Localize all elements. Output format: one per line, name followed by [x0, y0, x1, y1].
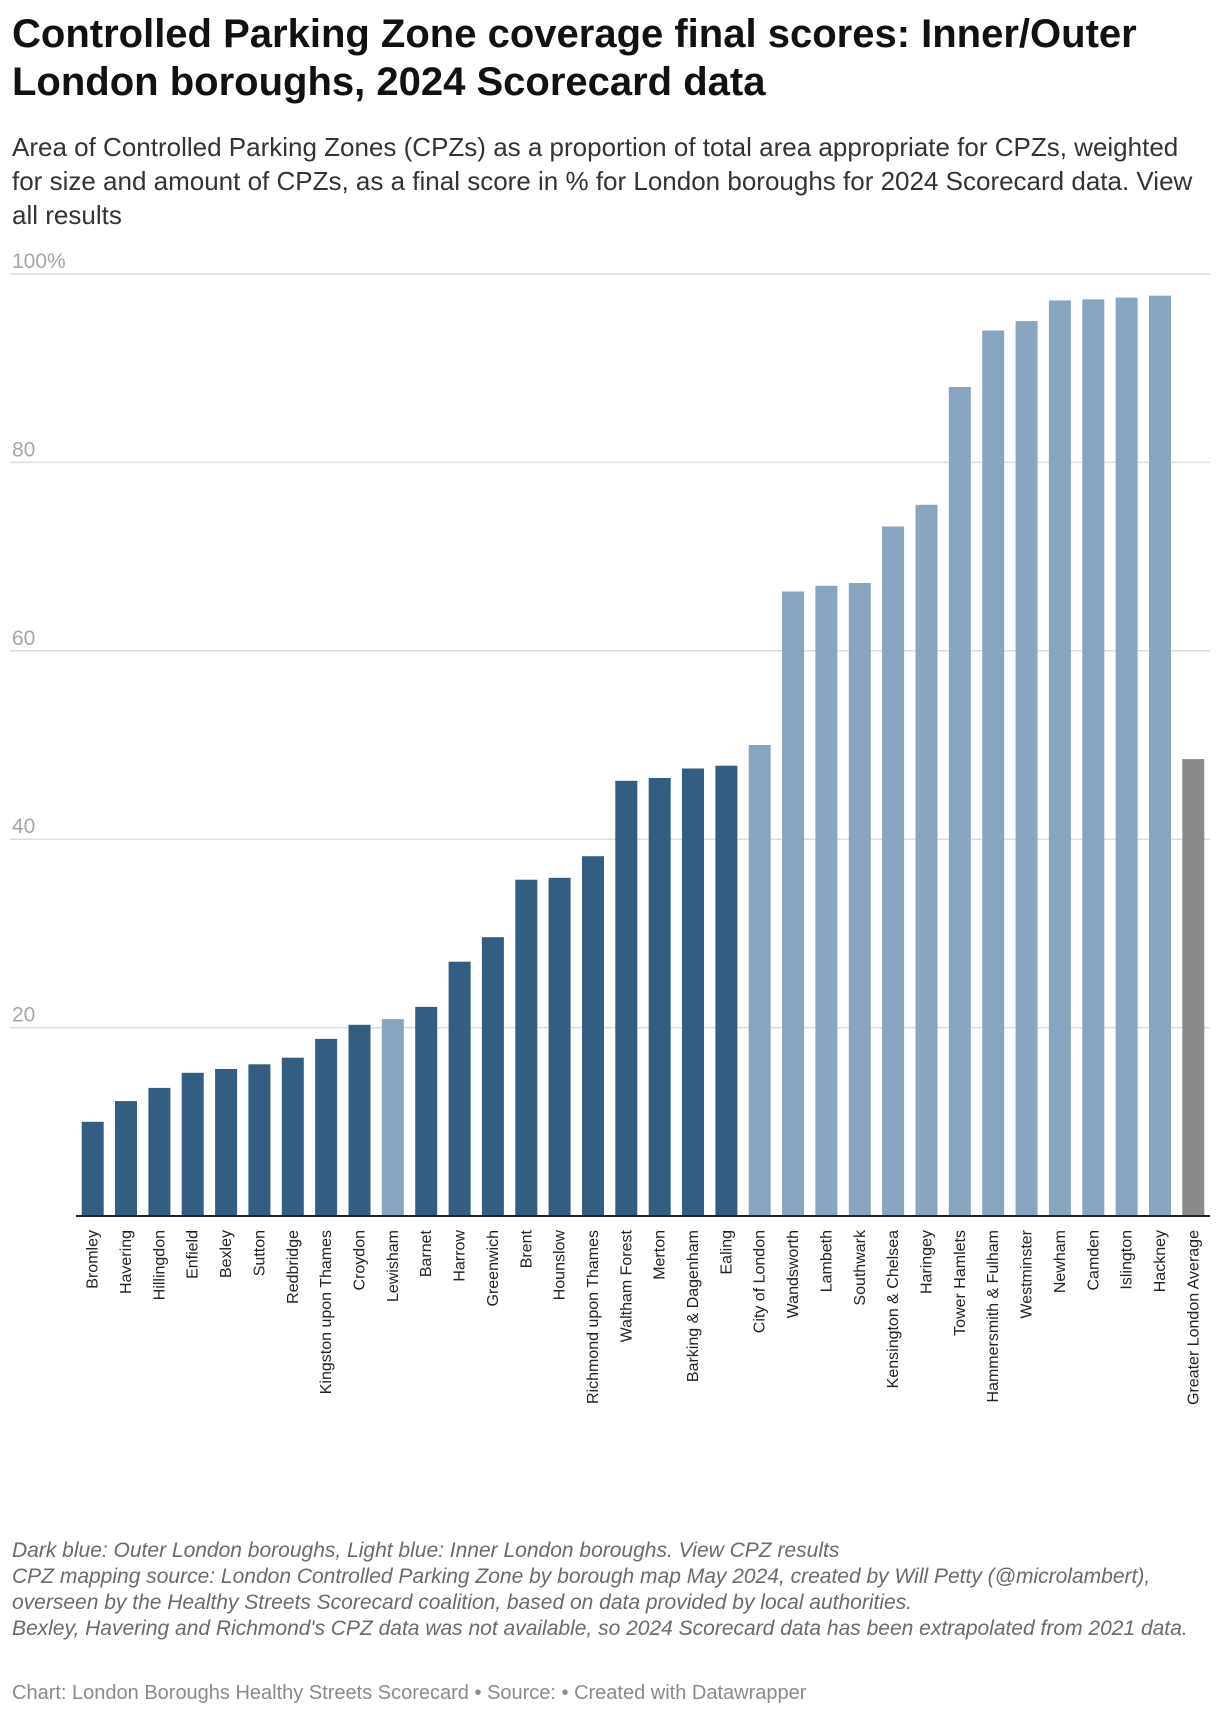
- bar-greater-london-average[interactable]: Greater London Average: 48.5: [1182, 759, 1205, 1216]
- source-note: CPZ mapping source: London Controlled Pa…: [12, 1565, 1151, 1614]
- bar-waltham-forest[interactable]: Waltham Forest: 46.2: [615, 780, 638, 1216]
- x-category-label: Tower Hamlets: [952, 1230, 969, 1336]
- bar-greenwich[interactable]: Greenwich: 29.6: [481, 937, 504, 1216]
- bar-chart: 20 40 60 80 100% Bromley: 10 Havering: 12.2 Hi…: [10, 250, 1210, 1405]
- bar-redbridge[interactable]: Redbridge: 16.8: [281, 1057, 304, 1216]
- legend-note: Dark blue: Outer London boroughs, Light …: [12, 1538, 1212, 1564]
- bar-hillingdon[interactable]: Hillingdon: 13.6: [148, 1087, 171, 1216]
- x-category-label: Bexley: [218, 1230, 235, 1278]
- x-category-label: Newham: [1052, 1230, 1069, 1293]
- x-category-label: Islington: [1119, 1230, 1136, 1290]
- gridlines: 20 40 60 80 100%: [10, 250, 1210, 1029]
- bar-kensington-chelsea[interactable]: Kensington & Chelsea: 73.2: [882, 526, 905, 1217]
- x-category-label: Camden: [1085, 1230, 1102, 1290]
- x-category-label: City of London: [752, 1230, 769, 1333]
- bar-southwark[interactable]: Southwark: 67.2: [848, 583, 871, 1216]
- x-category-label: Lambeth: [818, 1230, 835, 1292]
- y-tick-label: 40: [12, 815, 35, 838]
- x-category-label: Lewisham: [385, 1230, 402, 1302]
- x-category-label: Haringey: [919, 1230, 936, 1294]
- x-category-label: Harrow: [452, 1230, 469, 1282]
- bar-ealing[interactable]: Ealing: 47.8: [715, 765, 738, 1216]
- x-category-label: Hackney: [1152, 1230, 1169, 1292]
- x-category-label: Bromley: [85, 1230, 102, 1289]
- x-category-label: Redbridge: [285, 1230, 302, 1304]
- bars: Bromley: 10 Havering: 12.2 Hillingdon: 13.…: [81, 295, 1205, 1217]
- bar-bromley[interactable]: Bromley: 10: [81, 1121, 104, 1216]
- bar-wandsworth[interactable]: Wandsworth: 66.3: [782, 591, 805, 1217]
- bar-haringey[interactable]: Haringey: 75.5: [915, 504, 938, 1216]
- bar-bexley[interactable]: Bexley: 15.6: [215, 1069, 238, 1216]
- bar-richmond-upon-thames[interactable]: Richmond upon Thames: 38.2: [582, 856, 604, 1216]
- bar-city-of-london[interactable]: City of London: 50: [748, 745, 771, 1216]
- bar-hackney[interactable]: Hackney: 97.7: [1149, 295, 1171, 1216]
- x-category-label: Wandsworth: [785, 1230, 802, 1318]
- bar-brent[interactable]: Brent: 35.7: [515, 879, 538, 1216]
- bar-enfield[interactable]: Enfield: 15.2: [181, 1072, 204, 1216]
- view-cpz-results-link[interactable]: View CPZ results: [678, 1539, 840, 1562]
- x-category-label: Merton: [652, 1230, 669, 1280]
- y-tick-label: 20: [12, 1004, 35, 1027]
- x-category-label: Greater London Average: [1185, 1230, 1202, 1405]
- view-all-results-link[interactable]: View all results: [12, 166, 1193, 230]
- x-category-label: Barnet: [418, 1229, 435, 1277]
- x-category-label: Westminster: [1019, 1229, 1036, 1318]
- x-category-label: Ealing: [718, 1230, 735, 1274]
- x-category-label: Havering: [118, 1230, 135, 1294]
- x-category-label: Kensington & Chelsea: [885, 1230, 902, 1388]
- bar-havering[interactable]: Havering: 12.2: [115, 1101, 137, 1216]
- chart-subtitle: Area of Controlled Parking Zones (CPZs) …: [12, 130, 1208, 232]
- x-category-label: Hounslow: [552, 1230, 569, 1301]
- subtitle-text: Area of Controlled Parking Zones (CPZs) …: [12, 132, 1179, 196]
- x-category-label: Richmond upon Thames: [585, 1230, 602, 1404]
- x-category-label: Greenwich: [485, 1230, 502, 1306]
- y-tick-label: 80: [12, 438, 35, 461]
- bar-newham[interactable]: Newham: 97.2: [1048, 300, 1071, 1216]
- x-category-label: Barking & Dagenham: [685, 1230, 702, 1382]
- x-category-label: Enfield: [185, 1230, 202, 1279]
- bar-lambeth[interactable]: Lambeth: 66.9: [815, 585, 838, 1216]
- bar-barking-dagenham[interactable]: Barking & Dagenham: 47.5: [682, 768, 704, 1217]
- legend-note-text: Dark blue: Outer London boroughs, Light …: [12, 1539, 673, 1562]
- y-tick-label: 60: [12, 627, 35, 650]
- bar-hounslow[interactable]: Hounslow: 35.9: [548, 877, 571, 1216]
- x-category-label: Croydon: [352, 1230, 369, 1290]
- chart-title: Controlled Parking Zone coverage final s…: [12, 12, 1137, 104]
- bar-lewisham[interactable]: Lewisham: 20.9: [381, 1019, 404, 1216]
- chart-credit: Chart: London Boroughs Healthy Streets S…: [12, 1682, 807, 1704]
- x-category-label: Waltham Forest: [618, 1229, 635, 1342]
- bar-croydon[interactable]: Croydon: 20.3: [348, 1024, 371, 1216]
- bar-barnet[interactable]: Barnet: 22.2: [415, 1006, 438, 1216]
- y-tick-label: 100%: [12, 250, 66, 273]
- bar-camden[interactable]: Camden: 97.3: [1082, 299, 1105, 1216]
- x-category-label: Brent: [518, 1229, 535, 1268]
- bar-hammersmith-fulham[interactable]: Hammersmith & Fulham: 94: [982, 330, 1005, 1217]
- x-category-label: Hillingdon: [151, 1230, 168, 1300]
- chart-notes: Dark blue: Outer London boroughs, Light …: [12, 1538, 1212, 1642]
- bar-tower-hamlets[interactable]: Tower Hamlets: 88: [948, 387, 971, 1216]
- bar-merton[interactable]: Merton: 46.5: [648, 778, 671, 1216]
- x-category-label: Hammersmith & Fulham: [985, 1230, 1002, 1402]
- bar-westminster[interactable]: Westminster: 95: [1015, 321, 1038, 1217]
- x-category-label: Southwark: [852, 1229, 869, 1306]
- x-category-label: Sutton: [251, 1230, 268, 1276]
- bar-sutton[interactable]: Sutton: 16.1: [248, 1064, 271, 1216]
- bar-islington[interactable]: Islington: 97.5: [1115, 297, 1138, 1217]
- bar-harrow[interactable]: Harrow: 27: [448, 961, 471, 1216]
- bar-kingston-upon-thames[interactable]: Kingston upon Thames: 18.8: [315, 1038, 338, 1216]
- extrapolation-note: Bexley, Havering and Richmond's CPZ data…: [12, 1617, 1188, 1640]
- x-category-label: Kingston upon Thames: [318, 1230, 335, 1394]
- category-labels: Bromley Havering Hillingdon Enfield Bexley Su…: [85, 1229, 1203, 1405]
